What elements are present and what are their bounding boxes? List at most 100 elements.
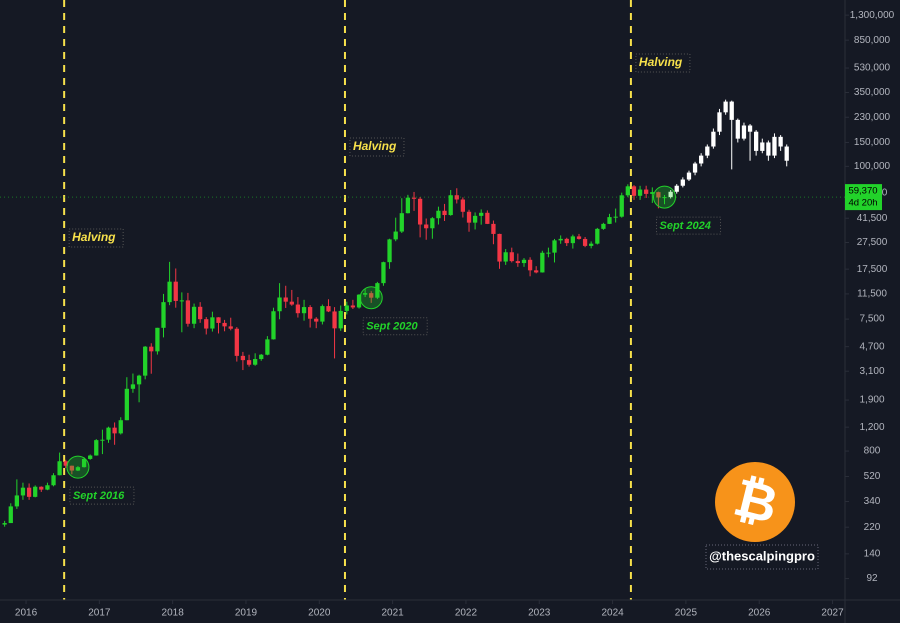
candle-body: [472, 215, 478, 223]
y-tick-label: 11,500: [857, 289, 887, 300]
candle-body: [741, 125, 747, 139]
last-price-label: 59,370: [848, 186, 877, 197]
y-tick-label: 1,200: [859, 422, 884, 433]
x-tick-label: 2021: [381, 608, 404, 619]
y-tick-label: 140: [864, 548, 881, 559]
x-tick-label: 2017: [88, 608, 111, 619]
candle-body: [295, 304, 301, 314]
y-tick-label: 27,500: [857, 237, 888, 248]
candle-body: [540, 252, 545, 273]
y-tick-label: 1,900: [859, 395, 884, 406]
candle-body: [136, 375, 142, 385]
y-tick-label: 530,000: [854, 63, 891, 74]
candle-body: [637, 189, 643, 196]
candle-body: [75, 467, 81, 471]
candle-body: [582, 238, 588, 246]
candle-body: [711, 131, 716, 147]
candle-body: [680, 179, 685, 186]
y-tick-label: 1,300,000: [850, 10, 895, 21]
candle-body: [570, 236, 575, 244]
candle-body: [387, 239, 392, 263]
candle-body: [112, 427, 117, 434]
candle-body: [778, 136, 783, 147]
candle-body: [650, 192, 655, 194]
candle-body: [51, 475, 56, 486]
candle-body: [491, 223, 496, 234]
candle-body: [723, 101, 728, 113]
candle-body: [63, 461, 68, 466]
candle-body: [81, 458, 87, 468]
candle-body: [546, 252, 551, 254]
x-tick-label: 2026: [748, 608, 771, 619]
candle-body: [118, 420, 123, 434]
candle-body: [436, 210, 441, 219]
candle-body: [552, 240, 557, 253]
y-tick-label: 4,700: [859, 341, 884, 352]
candle-body: [692, 163, 698, 173]
candle-body: [674, 185, 679, 192]
x-tick-label: 2018: [162, 608, 185, 619]
candle-body: [699, 155, 704, 164]
candle-body: [179, 300, 184, 302]
candle-body: [106, 427, 111, 440]
y-tick-label: 340: [864, 496, 881, 507]
candle-body: [100, 439, 105, 441]
marker-box: [655, 216, 721, 235]
x-tick-label: 2023: [528, 608, 551, 619]
candle-body: [656, 192, 661, 198]
handle: @thescalpingpro: [709, 548, 815, 563]
candle-body: [515, 261, 520, 264]
candle-body: [283, 297, 288, 302]
candle-body: [735, 119, 740, 139]
candle-body: [326, 306, 331, 312]
y-tick-label: 220: [864, 522, 881, 533]
candle-body: [753, 131, 759, 151]
marker-label: Sept 2016: [73, 490, 125, 502]
halving-label: Halving: [639, 55, 683, 69]
candle-body: [332, 311, 337, 329]
candle-body: [350, 305, 356, 308]
candle-body: [308, 307, 313, 319]
candle-body: [234, 328, 239, 356]
candle-body: [124, 388, 129, 421]
candle-body: [130, 384, 136, 389]
last-price-box: [845, 184, 882, 211]
candle-body: [94, 440, 99, 456]
y-tick-label: 3,100: [859, 366, 884, 377]
candle-body: [271, 311, 276, 340]
candle-body: [228, 326, 233, 329]
candle-body: [185, 300, 191, 324]
candle-body: [509, 252, 514, 262]
y-tick-label: 230,000: [854, 112, 891, 123]
candle-body: [381, 262, 386, 284]
halving-label: Halving: [353, 139, 397, 153]
candle-body: [320, 306, 325, 322]
x-tick-label: 2019: [235, 608, 258, 619]
candle-body: [253, 359, 258, 365]
candle-body: [613, 216, 618, 218]
candle-body: [503, 252, 508, 262]
candle-body: [149, 346, 154, 352]
candle-body: [460, 199, 466, 212]
candle-body: [240, 355, 246, 361]
candle-body: [631, 186, 637, 196]
candle-body: [589, 243, 594, 246]
candle-body: [644, 189, 649, 194]
candle-body: [747, 125, 753, 132]
y-tick-label: 92: [866, 573, 878, 584]
candle-body: [430, 218, 435, 229]
candle-body: [424, 224, 429, 229]
candle-body: [595, 228, 600, 244]
candle-body: [729, 101, 734, 120]
candle-body: [259, 354, 264, 360]
marker: [66, 455, 90, 479]
candle-body: [375, 283, 380, 298]
candle-body: [619, 195, 624, 217]
candle-body: [26, 487, 32, 497]
y-tick-label: 800: [864, 446, 881, 457]
marker-label: Sept 2024: [659, 220, 710, 232]
candle-body: [399, 213, 404, 232]
candle-body: [210, 317, 215, 329]
candle-body: [161, 302, 166, 328]
